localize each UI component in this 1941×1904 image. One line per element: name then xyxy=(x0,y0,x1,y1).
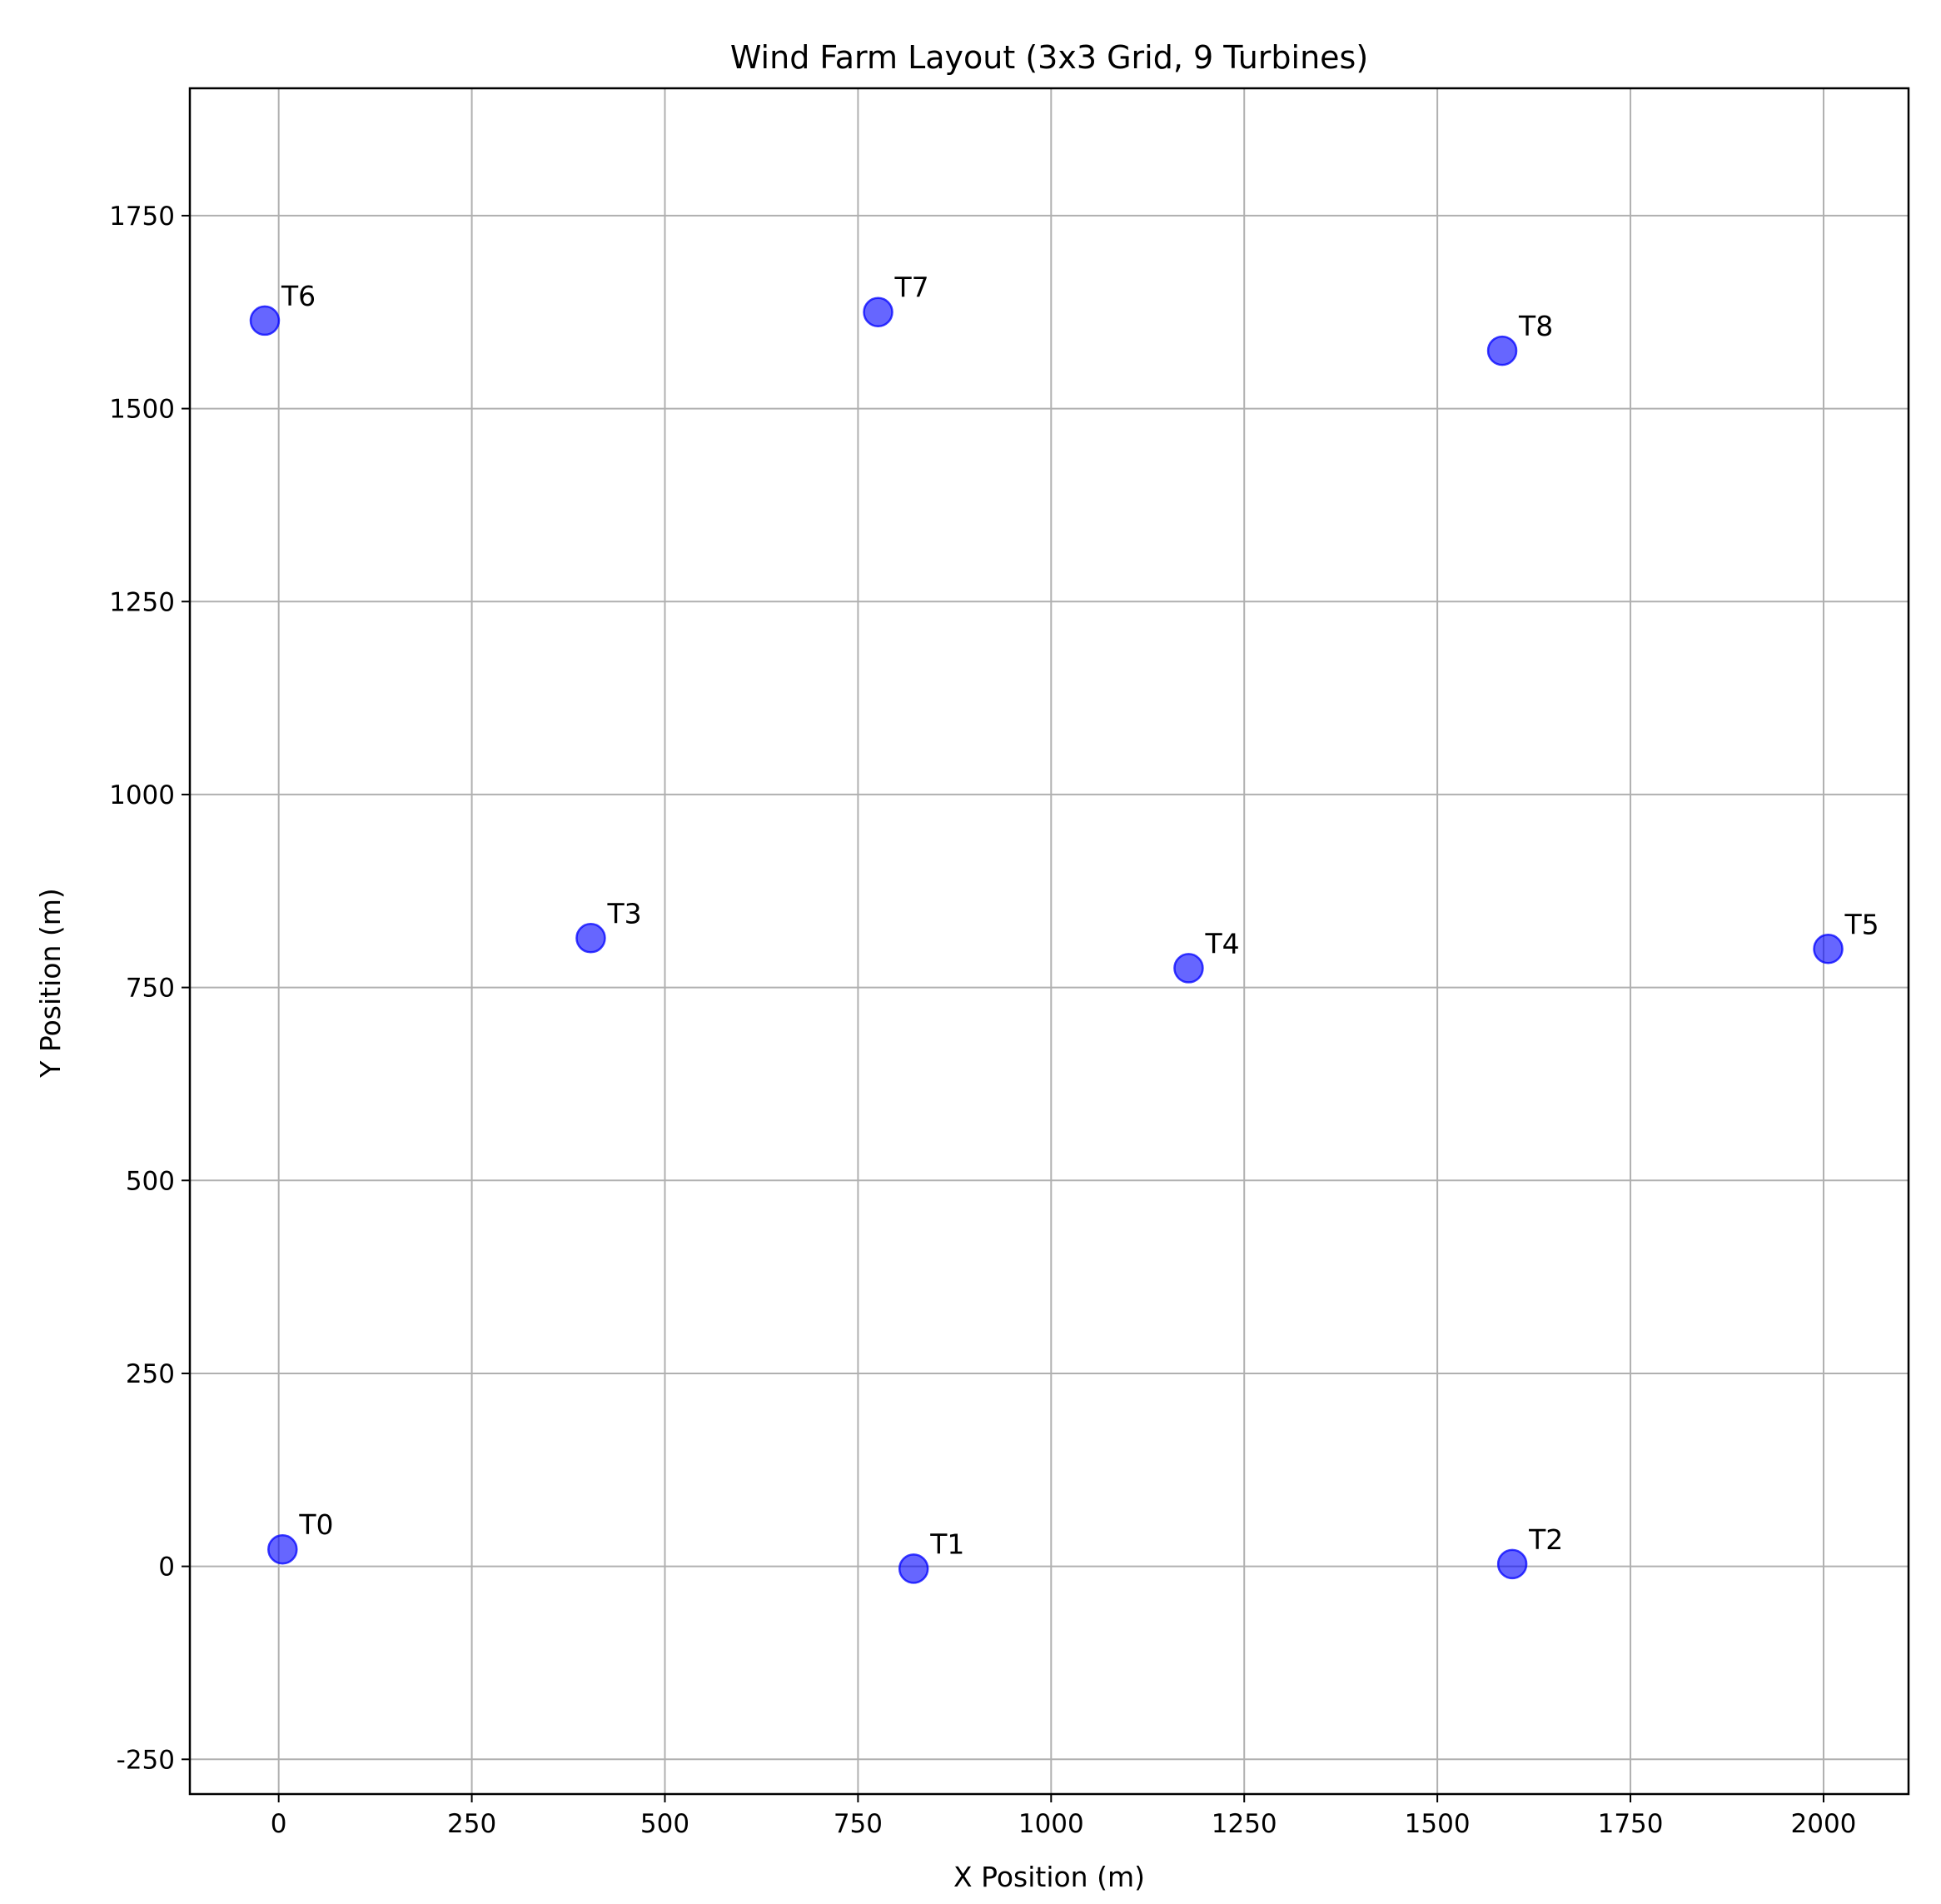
plot-frame xyxy=(188,87,1910,1796)
x-tick-label: 1250 xyxy=(1212,1809,1277,1839)
data-points: T0 T1 T2 T3 T4 T5 T6 T7 T8 xyxy=(249,272,1879,1584)
turbine-label: T4 xyxy=(1204,927,1239,959)
turbine-marker xyxy=(863,297,893,327)
axis-ticks: 0 250 500 750 1000 1250 1500 1750 2000 -250 0 250 50… xyxy=(109,202,1856,1839)
y-tick-label: 1250 xyxy=(109,587,175,617)
turbine-label: T0 xyxy=(298,1508,333,1541)
y-tick-label: 500 xyxy=(126,1166,175,1196)
turbine-marker xyxy=(898,1553,929,1584)
y-tick-label: 0 xyxy=(158,1553,175,1583)
turbine-label: T1 xyxy=(929,1528,964,1560)
y-axis-label: Y Position (m) xyxy=(34,888,67,1079)
x-axis-label: X Position (m) xyxy=(953,1861,1145,1893)
grid-lines xyxy=(190,88,1909,1794)
turbine-marker xyxy=(1813,934,1844,964)
x-tick-label: 750 xyxy=(834,1809,883,1839)
turbine-label: T2 xyxy=(1528,1523,1563,1556)
x-tick-label: 500 xyxy=(640,1809,689,1839)
turbine-label: T3 xyxy=(606,897,641,930)
x-tick-label: 1500 xyxy=(1405,1809,1471,1839)
turbine-marker xyxy=(1496,1548,1528,1580)
turbine-marker xyxy=(267,1533,298,1565)
turbine-marker xyxy=(249,305,281,336)
turbine-label: T6 xyxy=(281,280,316,312)
turbine-label: T5 xyxy=(1844,908,1879,940)
y-tick-label: 750 xyxy=(126,974,175,1004)
turbine-label: T8 xyxy=(1518,310,1553,342)
y-tick-label: 250 xyxy=(126,1359,175,1389)
turbine-label: T7 xyxy=(894,272,929,304)
x-tick-label: 0 xyxy=(271,1809,287,1839)
y-tick-label: 1750 xyxy=(109,202,175,232)
y-tick-label: -250 xyxy=(117,1745,175,1775)
x-tick-label: 1000 xyxy=(1018,1809,1084,1839)
turbine-marker xyxy=(1173,953,1204,984)
chart-title: Wind Farm Layout (3x3 Grid, 9 Turbines) xyxy=(730,39,1368,76)
x-tick-label: 250 xyxy=(447,1809,496,1839)
x-tick-label: 2000 xyxy=(1791,1809,1857,1839)
x-tick-label: 1750 xyxy=(1598,1809,1664,1839)
turbine-marker xyxy=(1486,335,1518,366)
turbine-marker xyxy=(575,923,606,954)
y-tick-label: 1000 xyxy=(109,780,175,810)
y-tick-label: 1500 xyxy=(109,395,175,425)
